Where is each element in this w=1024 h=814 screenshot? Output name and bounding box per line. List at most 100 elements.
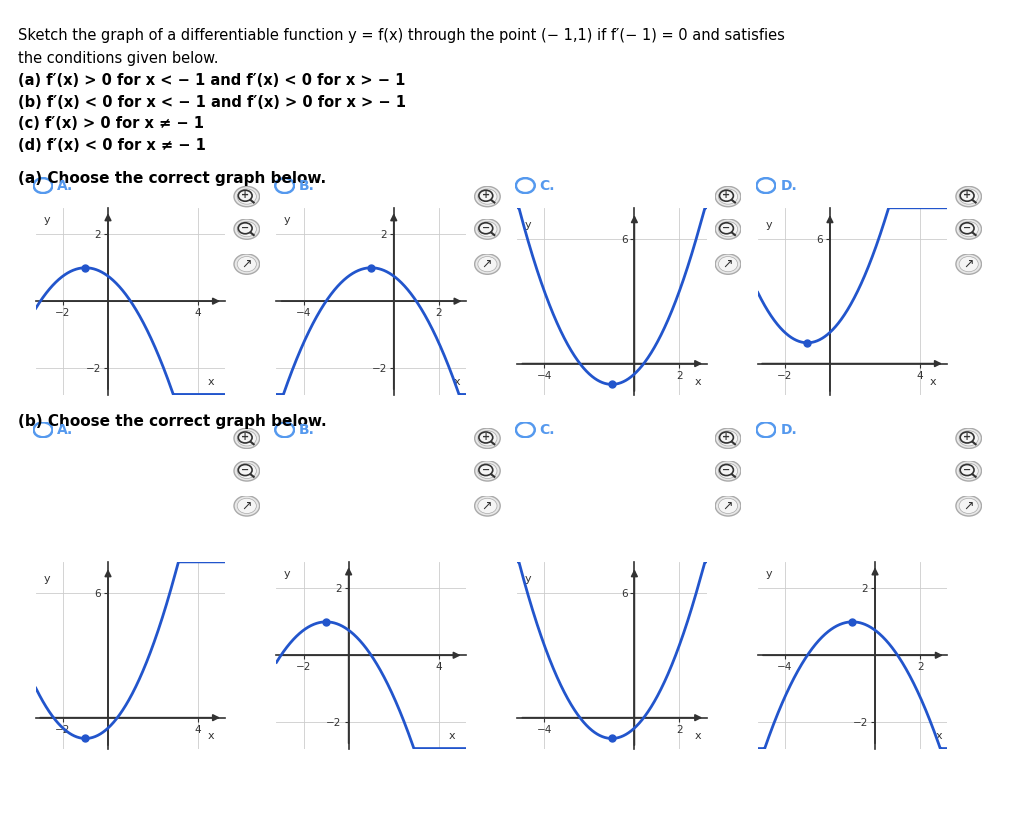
Text: (a) f′(x) > 0 for x < − 1 and f′(x) < 0 for x > − 1: (a) f′(x) > 0 for x < − 1 and f′(x) < 0 … — [18, 73, 406, 88]
Circle shape — [475, 428, 500, 449]
Circle shape — [478, 498, 497, 514]
Circle shape — [478, 431, 497, 446]
Text: −: − — [241, 223, 249, 233]
Circle shape — [956, 428, 981, 449]
Text: (b) Choose the correct graph below.: (b) Choose the correct graph below. — [18, 414, 327, 428]
Text: y: y — [284, 569, 291, 579]
Circle shape — [478, 256, 497, 272]
Text: +: + — [963, 432, 971, 442]
Text: D.: D. — [780, 422, 797, 437]
Circle shape — [719, 189, 737, 204]
Text: y: y — [43, 215, 50, 225]
Circle shape — [234, 461, 259, 481]
Circle shape — [478, 463, 497, 479]
Text: C.: C. — [540, 422, 555, 437]
Circle shape — [716, 186, 740, 207]
Text: −: − — [722, 223, 730, 233]
Circle shape — [959, 498, 978, 514]
Text: −: − — [963, 223, 971, 233]
Circle shape — [234, 428, 259, 449]
Circle shape — [475, 254, 500, 274]
Text: −: − — [481, 223, 489, 233]
Text: ↗: ↗ — [963, 257, 974, 270]
Text: ↗: ↗ — [241, 499, 252, 512]
Circle shape — [238, 221, 256, 237]
Text: ↗: ↗ — [481, 499, 493, 512]
Circle shape — [234, 186, 259, 207]
Circle shape — [959, 463, 978, 479]
Circle shape — [475, 219, 500, 239]
Circle shape — [475, 496, 500, 516]
Text: (b) f′(x) < 0 for x < − 1 and f′(x) > 0 for x > − 1: (b) f′(x) < 0 for x < − 1 and f′(x) > 0 … — [18, 95, 407, 110]
Text: −: − — [481, 465, 489, 475]
Circle shape — [238, 431, 256, 446]
Text: ↗: ↗ — [963, 499, 974, 512]
Text: x: x — [454, 378, 461, 387]
Circle shape — [719, 431, 737, 446]
Text: y: y — [284, 215, 291, 225]
Circle shape — [959, 431, 978, 446]
Text: x: x — [208, 732, 214, 742]
Text: C.: C. — [540, 178, 555, 193]
Text: D.: D. — [780, 178, 797, 193]
Circle shape — [716, 428, 740, 449]
Text: y: y — [765, 569, 772, 579]
Circle shape — [238, 463, 256, 479]
Text: x: x — [930, 378, 936, 387]
Text: y: y — [43, 574, 50, 584]
Circle shape — [719, 463, 737, 479]
Circle shape — [234, 496, 259, 516]
Text: ↗: ↗ — [722, 257, 733, 270]
Text: +: + — [481, 432, 489, 442]
Text: +: + — [481, 190, 489, 200]
Text: B.: B. — [299, 178, 315, 193]
Circle shape — [719, 256, 737, 272]
Circle shape — [959, 189, 978, 204]
Circle shape — [959, 256, 978, 272]
Text: ↗: ↗ — [241, 257, 252, 270]
Circle shape — [716, 219, 740, 239]
Circle shape — [716, 461, 740, 481]
Circle shape — [475, 461, 500, 481]
Text: +: + — [241, 432, 249, 442]
Circle shape — [719, 498, 737, 514]
Text: ↗: ↗ — [481, 257, 493, 270]
Text: x: x — [935, 732, 942, 742]
Text: ↗: ↗ — [722, 499, 733, 512]
Text: +: + — [722, 432, 730, 442]
Text: (d) f′(x) < 0 for x ≠ − 1: (d) f′(x) < 0 for x ≠ − 1 — [18, 138, 206, 152]
Text: y: y — [524, 220, 531, 230]
Circle shape — [956, 461, 981, 481]
Text: x: x — [208, 378, 214, 387]
Text: −: − — [722, 465, 730, 475]
Text: y: y — [524, 574, 531, 584]
Text: −: − — [241, 465, 249, 475]
Circle shape — [956, 496, 981, 516]
Text: +: + — [722, 190, 730, 200]
Text: A.: A. — [57, 178, 74, 193]
Text: x: x — [449, 732, 455, 742]
Circle shape — [719, 221, 737, 237]
Circle shape — [234, 219, 259, 239]
Circle shape — [238, 189, 256, 204]
Text: +: + — [241, 190, 249, 200]
Circle shape — [238, 256, 256, 272]
Text: Sketch the graph of a differentiable function y = f(x) through the point (− 1,1): Sketch the graph of a differentiable fun… — [18, 28, 785, 43]
Text: B.: B. — [299, 422, 315, 437]
Text: x: x — [694, 732, 701, 742]
Circle shape — [956, 254, 981, 274]
Text: y: y — [765, 220, 772, 230]
Circle shape — [716, 496, 740, 516]
Text: the conditions given below.: the conditions given below. — [18, 51, 219, 66]
Circle shape — [475, 186, 500, 207]
Circle shape — [238, 498, 256, 514]
Circle shape — [234, 254, 259, 274]
Circle shape — [956, 219, 981, 239]
Text: −: − — [963, 465, 971, 475]
Text: (a) Choose the correct graph below.: (a) Choose the correct graph below. — [18, 171, 327, 186]
Circle shape — [478, 189, 497, 204]
Circle shape — [959, 221, 978, 237]
Text: +: + — [963, 190, 971, 200]
Circle shape — [716, 254, 740, 274]
Text: x: x — [694, 378, 701, 387]
